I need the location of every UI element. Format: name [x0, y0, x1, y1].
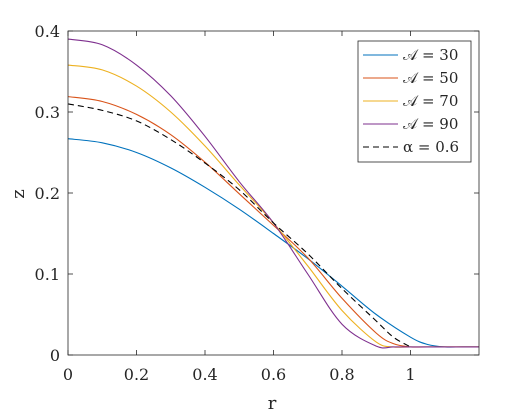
curves-layer: [67, 38, 479, 349]
legend-label-1: 𝒜 = 30: [403, 46, 458, 64]
x-tick-label: 0.2: [124, 365, 149, 384]
axes-layer: 0 0.2 0.4 0.6 0.8 1 0 0.1 0.2 0.3 0.4: [35, 22, 480, 384]
y-tick-label: 0: [50, 346, 60, 365]
x-tick-label: 0.4: [192, 365, 217, 384]
legend: 𝒜 = 30 𝒜 = 50 𝒜 = 70 𝒜 = 90 α = 0.6: [357, 40, 472, 163]
y-tick-label: 0.1: [35, 265, 60, 284]
y-tick-label: 0.2: [35, 184, 60, 203]
y-tick-label: 0.4: [35, 22, 60, 41]
x-tick-label: 1: [405, 365, 415, 384]
y-axis-label: z: [8, 189, 29, 198]
x-axis-label: r: [268, 393, 277, 414]
x-tick-label: 0.8: [329, 365, 354, 384]
legend-label-4: 𝒜 = 90: [403, 115, 458, 133]
x-tick-label: 0.6: [261, 365, 286, 384]
legend-label-5: α = 0.6: [403, 138, 459, 156]
y-tick-label: 0.3: [35, 103, 60, 122]
legend-label-2: 𝒜 = 50: [403, 69, 458, 87]
x-tick-label: 0: [63, 365, 73, 384]
legend-label-3: 𝒜 = 70: [403, 92, 458, 110]
